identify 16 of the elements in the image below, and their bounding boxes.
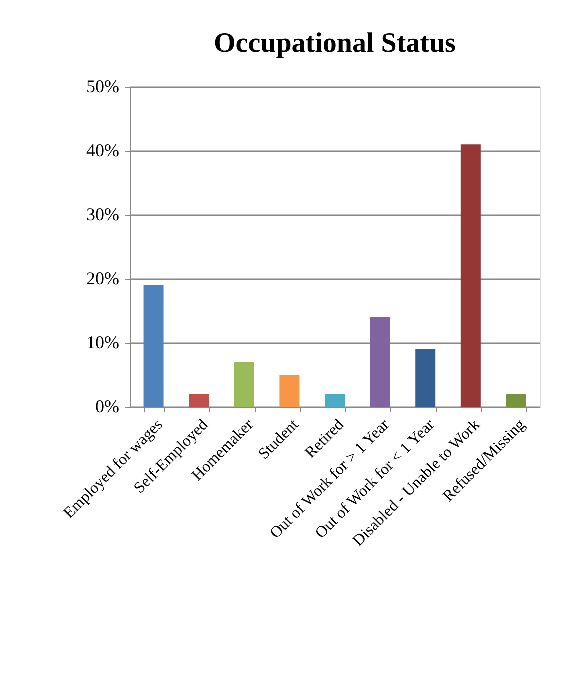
- chart-title: Occupational Status: [214, 28, 456, 59]
- y-tick-label: 30%: [86, 204, 120, 224]
- bar: [325, 394, 345, 407]
- bar: [460, 144, 481, 407]
- bar: [189, 394, 210, 407]
- bar: [144, 285, 164, 407]
- bar: [416, 349, 436, 407]
- bar: [280, 375, 300, 407]
- y-tick-label: 20%: [86, 268, 120, 288]
- bar: [370, 317, 390, 407]
- bar: [506, 394, 526, 407]
- bar: [234, 362, 254, 407]
- y-tick-label: 50%: [86, 76, 120, 96]
- y-tick-label: 0%: [96, 396, 120, 416]
- y-tick-label: 40%: [86, 140, 120, 160]
- y-tick-label: 10%: [86, 332, 120, 352]
